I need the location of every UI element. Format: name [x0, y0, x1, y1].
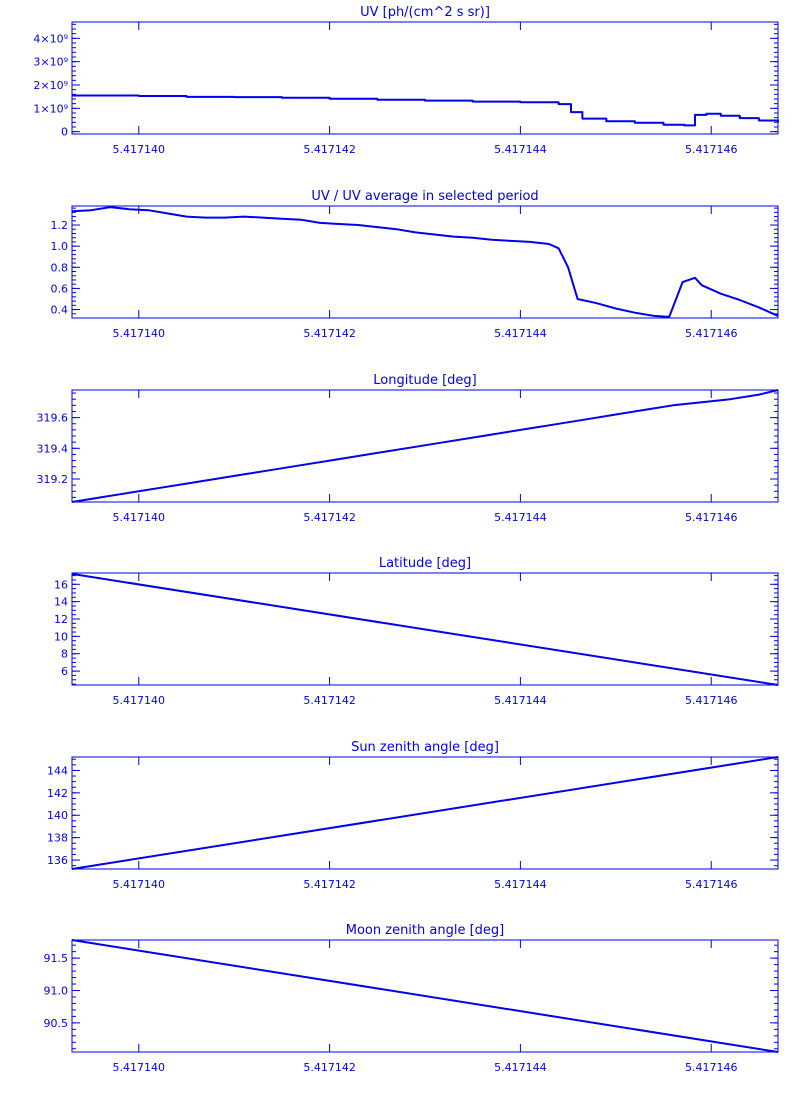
y-tick-label: 319.2: [37, 473, 69, 486]
y-tick-label: 136: [47, 854, 68, 867]
y-tick-label: 3×10⁹: [33, 56, 68, 69]
y-tick-label: 140: [47, 809, 68, 822]
y-tick-label: 138: [47, 832, 68, 845]
y-tick-label: 91.5: [44, 952, 69, 965]
y-tick-label: 12: [54, 613, 68, 626]
plot-frame: [71, 572, 779, 686]
panel-title: UV [ph/(cm^2 s sr)]: [360, 5, 490, 20]
plot-frame: [71, 205, 779, 319]
series-line: [72, 94, 779, 127]
y-tick-label: 6: [61, 665, 68, 678]
x-tick-label: 5.417140: [113, 878, 166, 891]
y-tick-label: 16: [54, 578, 68, 591]
x-tick-label: 5.417144: [494, 878, 547, 891]
y-tick-label: 14: [54, 596, 68, 609]
x-tick-label: 5.417144: [494, 327, 547, 340]
y-tick-label: 0.8: [51, 261, 69, 274]
x-tick-label: 5.417142: [303, 327, 356, 340]
plot-frame: [71, 756, 779, 870]
series-line: [71, 572, 779, 686]
panel-3: Longitude [deg] 5.417140 5.417142 5.417144 5…: [37, 373, 779, 524]
x-tick-label: 5.417142: [303, 143, 356, 156]
x-tick-label: 5.417142: [303, 694, 356, 707]
y-tick-label: 1.2: [51, 219, 69, 232]
panel-5: Sun zenith angle [deg] 5.417140 5.417142 5.…: [47, 740, 779, 891]
y-tick-label: 4×10⁹: [33, 32, 68, 45]
plot-frame: [71, 21, 779, 135]
panel-title: Longitude [deg]: [373, 373, 476, 388]
y-tick-label: 144: [47, 764, 68, 777]
y-tick-label: 8: [61, 648, 68, 661]
x-tick-label: 5.417146: [685, 327, 738, 340]
panel-1: UV [ph/(cm^2 s sr)] 5.417140 5.417142 5.417…: [33, 5, 779, 156]
y-tick-label: 0.6: [51, 282, 69, 295]
x-tick-label: 5.417140: [113, 143, 166, 156]
x-tick-label: 5.417144: [494, 511, 547, 524]
series-line: [71, 756, 779, 870]
x-tick-label: 5.417144: [494, 143, 547, 156]
series-line: [71, 389, 779, 503]
x-tick-label: 5.417140: [113, 1061, 166, 1074]
y-tick-label: 90.5: [44, 1017, 69, 1030]
x-tick-label: 5.417146: [685, 878, 738, 891]
x-tick-label: 5.417146: [685, 1061, 738, 1074]
y-tick-label: 319.6: [37, 412, 69, 425]
panel-title: Sun zenith angle [deg]: [351, 740, 499, 755]
plot-frame: [71, 389, 779, 503]
y-tick-label: 319.4: [37, 442, 69, 455]
y-tick-label: 1×10⁹: [33, 102, 68, 115]
x-tick-label: 5.417140: [113, 694, 166, 707]
series-line: [71, 206, 779, 318]
plot-frame: [71, 939, 779, 1053]
panel-6: Moon zenith angle [deg] 5.417140 5.417142 5…: [44, 923, 779, 1074]
x-tick-label: 5.417146: [685, 694, 738, 707]
y-tick-label: 0.4: [51, 304, 69, 317]
y-tick-label: 2×10⁹: [33, 79, 68, 92]
x-tick-label: 5.417146: [685, 143, 738, 156]
x-tick-label: 5.417140: [113, 327, 166, 340]
panel-2: UV / UV average in selected period 5.4171…: [51, 189, 779, 340]
x-tick-label: 5.417144: [494, 694, 547, 707]
x-tick-label: 5.417142: [303, 1061, 356, 1074]
y-tick-label: 91.0: [44, 984, 69, 997]
y-tick-label: 0: [61, 126, 68, 139]
x-tick-label: 5.417146: [685, 511, 738, 524]
panel-title: UV / UV average in selected period: [311, 189, 538, 204]
x-tick-label: 5.417142: [303, 878, 356, 891]
panel-title: Moon zenith angle [deg]: [346, 923, 504, 938]
x-tick-label: 5.417140: [113, 511, 166, 524]
series-line: [71, 939, 779, 1053]
x-tick-label: 5.417144: [494, 1061, 547, 1074]
panel-title: Latitude [deg]: [379, 556, 471, 571]
y-tick-label: 1.0: [51, 240, 69, 253]
y-tick-label: 10: [54, 630, 68, 643]
panel-4: Latitude [deg] 5.417140 5.417142 5.417144 5.…: [54, 556, 779, 707]
x-tick-label: 5.417142: [303, 511, 356, 524]
y-tick-label: 142: [47, 787, 68, 800]
